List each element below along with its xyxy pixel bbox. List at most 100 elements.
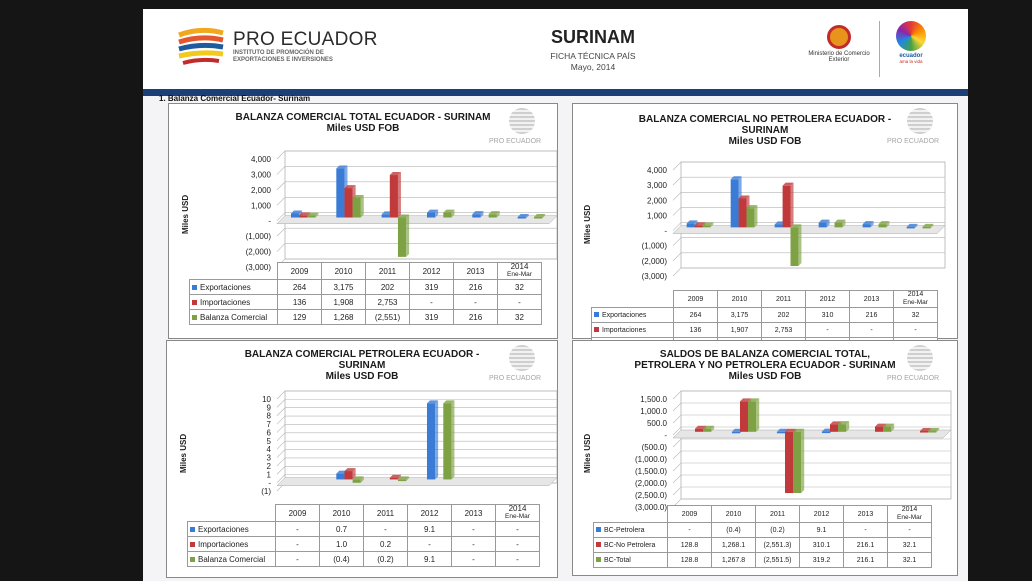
page-title: SURINAM — [551, 27, 635, 47]
series-name: BC-No Petrolera — [593, 537, 668, 553]
gridline — [276, 196, 557, 206]
table-cell: - — [451, 536, 496, 552]
table-cell: (0.2) — [363, 551, 408, 567]
gridline — [672, 474, 951, 484]
gridline — [276, 243, 557, 252]
bar-bc-total-2012 — [838, 421, 850, 432]
table-row: Importaciones -1.0 0.2- - - — [187, 536, 540, 552]
table-header-row: 2009 2010 2011 2012 2013 2014 Ene-Mar — [592, 290, 938, 308]
chart-title: BALANZA COMERCIAL NO PETROLERA ECUADOR -… — [638, 114, 892, 136]
table-cell: - — [451, 521, 496, 537]
header-rule — [143, 89, 968, 96]
chart-plot: 4,000 3,000 2,000 1,000 - (1,000) (2,000) (3,00… — [246, 150, 558, 272]
year-header: 2011 — [363, 504, 408, 522]
year-header: 2010 — [321, 262, 366, 280]
y-tick-label: (2,500.0) — [635, 491, 667, 500]
y-tick-label: 10 — [262, 395, 271, 404]
y-tick-label: 1,000.0 — [640, 407, 667, 416]
table-row: BC-Petrolera - (0.4) (0.2) 9.1- - — [593, 522, 932, 538]
year-header: 2011 — [755, 505, 800, 523]
bar-balanza-comercial-2010 — [352, 194, 364, 218]
gridline — [276, 440, 557, 450]
year-header: 2013 — [451, 504, 496, 522]
data-table: 2009 2010 2011 2012 2013 2014 Ene-Mar Exportaci… — [189, 262, 542, 325]
chart-subtitle: Miles USD FOB — [728, 136, 802, 147]
table-cell: 2,753 — [365, 294, 410, 310]
subtitle-line-1: FICHA TÉCNICA PAÍS — [550, 51, 636, 61]
table-cell: 32 — [497, 279, 542, 295]
y-tick-label: (1,000.0) — [635, 455, 667, 464]
table-cell: - — [843, 522, 888, 538]
table-cell: - — [495, 521, 540, 537]
bar-balanza-comercial-2014 — [533, 214, 546, 219]
table-cell: (0.4) — [711, 522, 756, 538]
gridline — [276, 457, 557, 467]
y-tick-label: 2,000 — [251, 186, 272, 195]
table-cell: - — [275, 551, 320, 567]
y-tick-label: 2,000 — [647, 196, 668, 205]
bar-bc-total-2013 — [883, 423, 895, 432]
table-cell: 9.1 — [407, 521, 452, 537]
table-cell: 129 — [277, 309, 322, 325]
page-subtitle: FICHA TÉCNICA PAÍS Mayo, 2014 — [523, 51, 663, 73]
table-row: Importaciones 136 1,907 2,753- - - — [591, 322, 938, 338]
chart-subtitle: Miles USD FOB — [728, 371, 802, 382]
gridline — [276, 465, 557, 475]
gridline — [672, 390, 951, 400]
gridline — [276, 415, 557, 425]
series-name: Importaciones — [591, 322, 674, 338]
chart-panel-2: BALANZA COMERCIAL NO PETROLERA ECUADOR -… — [572, 103, 958, 353]
table-cell: 32 — [893, 307, 938, 323]
watermark-globe-icon — [509, 108, 535, 134]
legend-swatch — [594, 312, 599, 318]
table-row: BC-No Petrolera 128.8 1,268.1 (2,551.3) 310.… — [593, 537, 932, 553]
bar-exportaciones-2014 — [906, 223, 918, 229]
bar-exportaciones-2012 — [426, 400, 439, 480]
series-name: Balanza Comercial — [189, 309, 278, 325]
year-header: 2013 — [849, 290, 894, 308]
table-row: Balanza Comercial - (0.4) (0.2) 9.1- - — [187, 551, 540, 567]
y-tick-label: 7 — [267, 420, 272, 429]
bar-balanza-comercial-2011 — [397, 476, 410, 482]
year-header: 2012 — [409, 262, 454, 280]
header-divider — [879, 21, 880, 77]
y-tick-label: (2,000) — [642, 257, 668, 266]
bar-balanza-comercial-2013 — [488, 211, 500, 218]
table-cell: 136 — [277, 294, 322, 310]
year-header: 2010 — [717, 290, 762, 308]
gridline — [672, 207, 945, 216]
gridline — [276, 449, 557, 458]
table-cell: (0.2) — [755, 522, 800, 538]
bar-balanza-comercial-2012 — [834, 219, 846, 228]
watermark-globe-icon — [907, 108, 933, 134]
y-tick-label: (2,000) — [246, 248, 272, 257]
y-tick-label: 4,000 — [251, 155, 272, 164]
y-tick-label: (500.0) — [642, 443, 668, 452]
table-cell: 32 — [497, 309, 542, 325]
year-header: 2012 — [799, 505, 844, 523]
y-tick-label: 6 — [267, 428, 272, 437]
gridline — [276, 432, 557, 442]
table-cell: - — [453, 294, 498, 310]
y-tick-label: (1,000) — [642, 242, 668, 251]
y-tick-label: (3,000) — [642, 272, 668, 281]
legend-swatch — [192, 284, 197, 290]
year-header: 2009 — [667, 505, 712, 523]
bar-exportaciones-2013 — [862, 221, 874, 228]
legend-swatch — [190, 526, 195, 532]
table-cell: - — [849, 322, 894, 338]
table-cell: 310 — [805, 307, 850, 323]
series-name: Balanza Comercial — [187, 551, 276, 567]
series-name: BC-Total — [593, 552, 668, 568]
plot-floor — [276, 477, 558, 486]
series-name: Importaciones — [187, 536, 276, 552]
y-tick-label: 4 — [267, 445, 272, 454]
ecuador-brand-tag: ama la vida — [899, 59, 923, 64]
gridline — [276, 407, 557, 416]
y-tick-label: 8 — [267, 412, 272, 421]
plot-floor — [672, 225, 946, 234]
legend-swatch — [192, 299, 197, 305]
y-tick-label: 1,000 — [647, 211, 668, 220]
table-row: Exportaciones -0.7-9.1- - — [187, 521, 540, 537]
series-name: Importaciones — [189, 294, 278, 310]
